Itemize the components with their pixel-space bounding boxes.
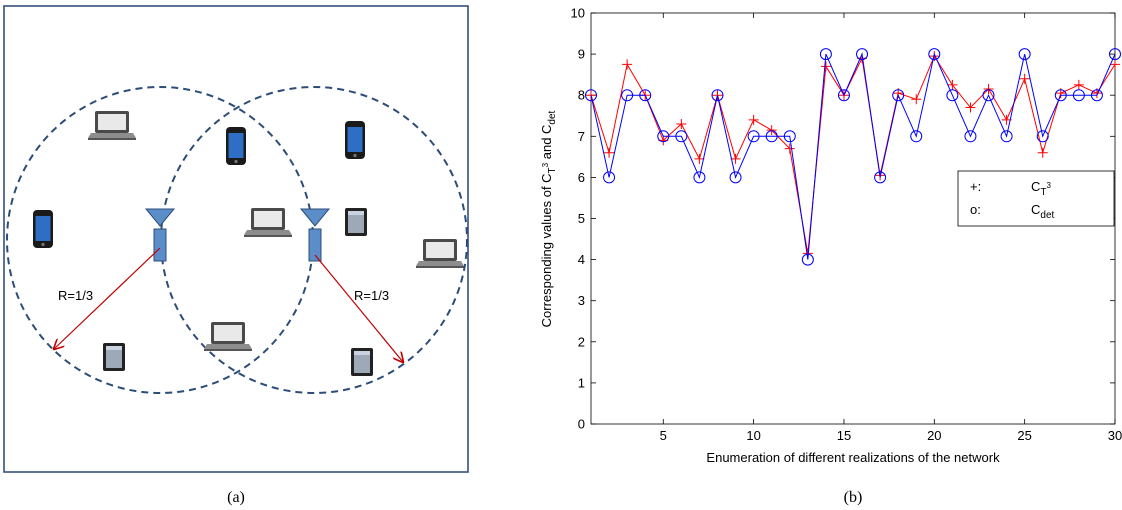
data-point-cdet bbox=[819, 48, 832, 61]
data-point-ct3 bbox=[947, 79, 958, 90]
tablet-icon bbox=[103, 343, 125, 371]
x-tick-label: 5 bbox=[660, 428, 667, 443]
y-tick-label: 9 bbox=[578, 47, 585, 62]
data-point-cdet bbox=[964, 130, 977, 143]
y-tick-label: 6 bbox=[578, 170, 585, 185]
data-point-cdet bbox=[729, 171, 742, 184]
data-point-cdet bbox=[910, 130, 923, 143]
data-point-cdet bbox=[783, 130, 796, 143]
data-point-ct3 bbox=[820, 61, 831, 72]
smartphone-icon bbox=[226, 127, 246, 165]
series-line-ct3 bbox=[590, 55, 1116, 254]
base-station-icon bbox=[144, 208, 176, 262]
y-tick-label: 1 bbox=[578, 375, 585, 390]
y-tick-label: 3 bbox=[578, 293, 585, 308]
data-point-cdet bbox=[603, 171, 616, 184]
data-point-cdet bbox=[892, 89, 905, 102]
line-chart: 0 1 2 3 4 5 6 7 8 9 10 5 10 15 20 25 30 bbox=[571, 6, 1122, 444]
data-point-cdet bbox=[693, 171, 706, 184]
y-tick-label: 5 bbox=[578, 211, 585, 226]
x-tick-label: 10 bbox=[746, 428, 760, 443]
data-point-cdet bbox=[1036, 130, 1049, 143]
data-point-cdet bbox=[585, 89, 597, 102]
x-tick-label: 15 bbox=[837, 428, 851, 443]
legend: +: CT3 o: Cdet bbox=[957, 170, 1115, 227]
x-axis-label: Enumeration of different realizations of… bbox=[706, 450, 1000, 465]
legend-box bbox=[957, 170, 1115, 227]
data-point-ct3 bbox=[1110, 59, 1120, 70]
radius-label-right: R=1/3 bbox=[354, 288, 389, 303]
network-diagram-panel: R=1/3 R=1/3 (a) bbox=[3, 5, 469, 506]
data-point-cdet bbox=[1090, 89, 1103, 102]
data-point-ct3 bbox=[622, 59, 633, 70]
data-point-cdet bbox=[1000, 130, 1013, 143]
laptop-icon bbox=[88, 111, 136, 140]
series-line-cdet bbox=[590, 52, 1116, 260]
data-point-cdet bbox=[874, 171, 887, 184]
data-point-cdet bbox=[747, 130, 760, 143]
tablet-icon bbox=[351, 348, 373, 376]
data-point-cdet bbox=[639, 89, 652, 102]
y-tick-label: 10 bbox=[571, 6, 585, 21]
data-point-cdet bbox=[1018, 48, 1031, 61]
data-point-cdet bbox=[675, 130, 688, 143]
y-tick-label: 2 bbox=[578, 334, 585, 349]
y-tick-label: 4 bbox=[578, 252, 585, 267]
radius-label-left: R=1/3 bbox=[58, 288, 93, 303]
laptop-icon bbox=[204, 322, 252, 351]
smartphone-icon bbox=[345, 121, 365, 159]
data-point-cdet bbox=[946, 89, 959, 102]
data-point-cdet bbox=[621, 89, 634, 102]
base-station-icon bbox=[299, 208, 331, 262]
tablet-icon bbox=[345, 208, 367, 236]
x-tick-label: 30 bbox=[1108, 428, 1122, 443]
data-point-ct3 bbox=[983, 84, 994, 95]
data-point-ct3 bbox=[676, 118, 687, 129]
chart-panel: 0 1 2 3 4 5 6 7 8 9 10 5 10 15 20 25 30 Enumeration of d… bbox=[539, 6, 1122, 507]
legend-marker-cdet: o: bbox=[970, 202, 981, 217]
data-point-cdet bbox=[982, 89, 995, 102]
data-point-ct3 bbox=[730, 153, 741, 164]
laptop-icon bbox=[244, 208, 292, 237]
data-point-cdet bbox=[801, 253, 814, 266]
data-point-ct3 bbox=[965, 102, 976, 113]
data-point-ct3 bbox=[784, 143, 795, 154]
data-point-ct3 bbox=[748, 114, 759, 125]
y-tick-label: 7 bbox=[578, 129, 585, 144]
data-point-cdet bbox=[856, 48, 869, 61]
y-tick-label: 0 bbox=[578, 417, 585, 432]
y-tick-label: 8 bbox=[578, 88, 585, 103]
data-point-ct3 bbox=[911, 94, 922, 105]
data-point-ct3 bbox=[1019, 73, 1030, 84]
data-point-cdet bbox=[765, 130, 778, 143]
data-point-ct3 bbox=[1073, 79, 1084, 90]
legend-label-ct3: CT3 bbox=[1031, 179, 1052, 198]
data-point-cdet bbox=[1072, 89, 1085, 102]
y-axis-label: Corresponding values of CT3 and Cdet bbox=[539, 110, 558, 327]
caption-b: (b) bbox=[844, 489, 863, 506]
radius-arrow-left bbox=[54, 247, 161, 349]
data-point-ct3 bbox=[1037, 147, 1048, 158]
legend-marker-ct3: +: bbox=[970, 179, 981, 194]
x-tick-label: 20 bbox=[927, 428, 941, 443]
diagram-frame bbox=[3, 5, 469, 473]
data-point-cdet bbox=[657, 130, 670, 143]
smartphone-icon bbox=[33, 210, 53, 248]
radius-arrow-right bbox=[314, 254, 403, 362]
data-point-cdet bbox=[1054, 89, 1067, 102]
data-point-cdet bbox=[837, 89, 850, 102]
caption-a: (a) bbox=[227, 489, 245, 506]
data-point-ct3 bbox=[766, 125, 777, 136]
data-point-ct3 bbox=[604, 147, 615, 158]
data-point-ct3 bbox=[694, 153, 705, 164]
data-point-cdet bbox=[711, 89, 724, 102]
legend-label-cdet: Cdet bbox=[1031, 202, 1055, 221]
x-tick-label: 25 bbox=[1017, 428, 1031, 443]
data-point-cdet bbox=[928, 48, 941, 61]
data-point-cdet bbox=[1109, 48, 1121, 61]
laptop-icon bbox=[416, 239, 464, 268]
